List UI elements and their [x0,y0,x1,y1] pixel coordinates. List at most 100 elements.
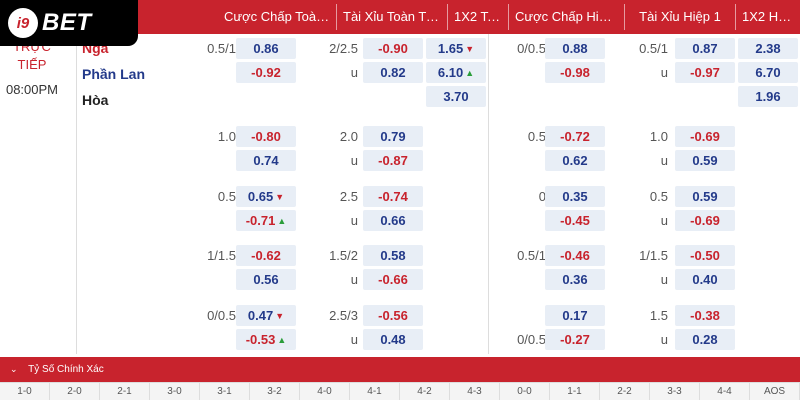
odds-cell[interactable]: -0.87 [363,150,423,171]
odds-cell[interactable]: 0.79 [363,126,423,147]
odds-cell[interactable]: 1.65 ▼ [426,38,486,59]
odds-cell[interactable]: 0.86 [236,38,296,59]
exact-score-option[interactable]: 2-1 [100,383,150,400]
exact-score-option[interactable]: 1-1 [550,383,600,400]
odds-cell[interactable]: 0.66 [363,210,423,231]
odds-value: -0.27 [560,332,590,347]
odds-cell[interactable]: -0.72 [545,126,605,147]
odds-cell[interactable]: -0.45 [545,210,605,231]
odds-cell[interactable]: 0.47 ▼ [236,305,296,326]
odds-cell[interactable]: -0.69 [675,210,735,231]
odds-cell[interactable]: -0.97 [675,62,735,83]
exact-score-bar[interactable]: ⌄ Tỷ Số Chính Xác [0,357,800,382]
exact-score-option[interactable]: 3-1 [200,383,250,400]
arrow-down-icon: ▼ [275,311,285,321]
odds-cell[interactable]: 0.82 [363,62,423,83]
exact-score-option[interactable]: 4-2 [400,383,450,400]
odds-cell[interactable]: 6.10 ▲ [426,62,486,83]
exact-score-option[interactable]: AOS [750,383,800,400]
odds-cell[interactable]: 0.59 [675,150,735,171]
odds-cell[interactable]: 3.70 [426,86,486,107]
odds-value: -0.90 [378,41,408,56]
odds-value: -0.97 [690,65,720,80]
exact-score-option[interactable]: 3-3 [650,383,700,400]
header-asian-handicap-half[interactable]: Cược Chấp Hiệp 1 [515,9,624,24]
under-label: u [350,272,358,287]
header-over-under-full[interactable]: Tài Xỉu Toàn Trận [343,9,445,24]
odds-cell[interactable]: 1.96 [738,86,798,107]
odds-cell[interactable]: -0.98 [545,62,605,83]
odds-cell[interactable]: 0.62 [545,150,605,171]
odds-cell[interactable]: -0.71 ▲ [236,210,296,231]
odds-value: 0.28 [692,332,718,347]
half-handicap-line: 0.5 [527,129,546,144]
odds-cell[interactable]: 0.65 ▼ [236,186,296,207]
exact-score-option[interactable]: 0-0 [500,383,550,400]
odds-cell[interactable]: -0.56 [363,305,423,326]
odds-cell[interactable]: -0.62 [236,245,296,266]
header-divider [336,4,337,30]
exact-score-option[interactable]: 4-3 [450,383,500,400]
live-status-line2: TIẾP [17,57,47,72]
odds-cell[interactable]: 0.36 [545,269,605,290]
odds-cell[interactable]: 0.59 [675,186,735,207]
half-handicap-line: 0.5/1 [517,248,546,263]
odds-cell[interactable]: 0.40 [675,269,735,290]
odds-cell[interactable]: -0.27 [545,329,605,350]
odds-cell[interactable]: -0.69 [675,126,735,147]
odds-value: 1.65 [437,41,464,56]
odds-value: 0.88 [562,41,588,56]
odds-value: 0.59 [692,153,718,168]
exact-score-option[interactable]: 3-2 [250,383,300,400]
odds-cell[interactable]: 0.35 [545,186,605,207]
arrow-down-icon: ▼ [465,44,475,54]
header-1x2-full[interactable]: 1X2 Toà... [454,9,508,24]
half-total-line: 1.5 [649,308,668,323]
header-divider [735,4,736,30]
header-over-under-half[interactable]: Tài Xỉu Hiệp 1 [639,9,721,24]
odds-cell[interactable]: -0.92 [236,62,296,83]
exact-score-option[interactable]: 4-0 [300,383,350,400]
exact-score-option[interactable]: 4-1 [350,383,400,400]
odds-cell[interactable]: 0.88 [545,38,605,59]
exact-score-option[interactable]: 2-0 [50,383,100,400]
exact-score-option[interactable]: 2-2 [600,383,650,400]
under-label: u [660,65,668,80]
odds-cell[interactable]: 0.28 [675,329,735,350]
handicap-line: 1.0 [217,129,236,144]
odds-cell[interactable]: -0.50 [675,245,735,266]
exact-score-option[interactable]: 4-4 [700,383,750,400]
under-label: u [660,272,668,287]
odds-cell[interactable]: -0.74 [363,186,423,207]
odds-cell[interactable]: 0.74 [236,150,296,171]
half-total-line: 0.5 [649,189,668,204]
odds-cell[interactable]: -0.53 ▲ [236,329,296,350]
odds-value: 0.79 [380,129,406,144]
odds-cell[interactable]: 0.56 [236,269,296,290]
odds-cell[interactable]: 2.38 [738,38,798,59]
odds-cell[interactable]: -0.66 [363,269,423,290]
odds-cell[interactable]: 0.17 [545,305,605,326]
odds-cell[interactable]: -0.90 [363,38,423,59]
odds-cell[interactable]: 0.58 [363,245,423,266]
odds-cell[interactable]: 0.87 [675,38,735,59]
odds-cell[interactable]: 6.70 [738,62,798,83]
brand-logo[interactable]: i9 BET [0,0,138,46]
odds-value: -0.80 [251,129,281,144]
half-handicap-line: 0 [538,189,546,204]
exact-score-title: Tỷ Số Chính Xác [28,364,104,375]
odds-value: 0.47 [247,308,274,323]
odds-cell[interactable]: -0.80 [236,126,296,147]
odds-cell[interactable]: 0.48 [363,329,423,350]
draw-label: Hòa [82,92,109,108]
exact-score-list: 1-0 2-0 2-1 3-0 3-1 3-2 4-0 4-1 4-2 4-3 0-0 1-1 2-2 3… [0,382,800,400]
odds-cell[interactable]: -0.38 [675,305,735,326]
odds-value: 0.87 [692,41,718,56]
chevron-down-icon[interactable]: ⌄ [10,364,18,374]
exact-score-option[interactable]: 3-0 [150,383,200,400]
exact-score-option[interactable]: 1-0 [0,383,50,400]
column-divider [488,34,489,354]
header-asian-handicap-full[interactable]: Cược Chấp Toàn ... [224,9,336,24]
header-1x2-half[interactable]: 1X2 Hiệ... [742,9,800,24]
odds-cell[interactable]: -0.46 [545,245,605,266]
